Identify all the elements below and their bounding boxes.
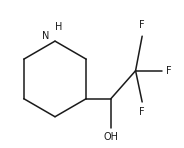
Text: F: F: [166, 66, 172, 76]
Text: F: F: [139, 20, 145, 30]
Text: F: F: [139, 107, 145, 117]
Text: H: H: [55, 22, 62, 32]
Text: N: N: [42, 31, 49, 41]
Text: OH: OH: [103, 132, 118, 142]
